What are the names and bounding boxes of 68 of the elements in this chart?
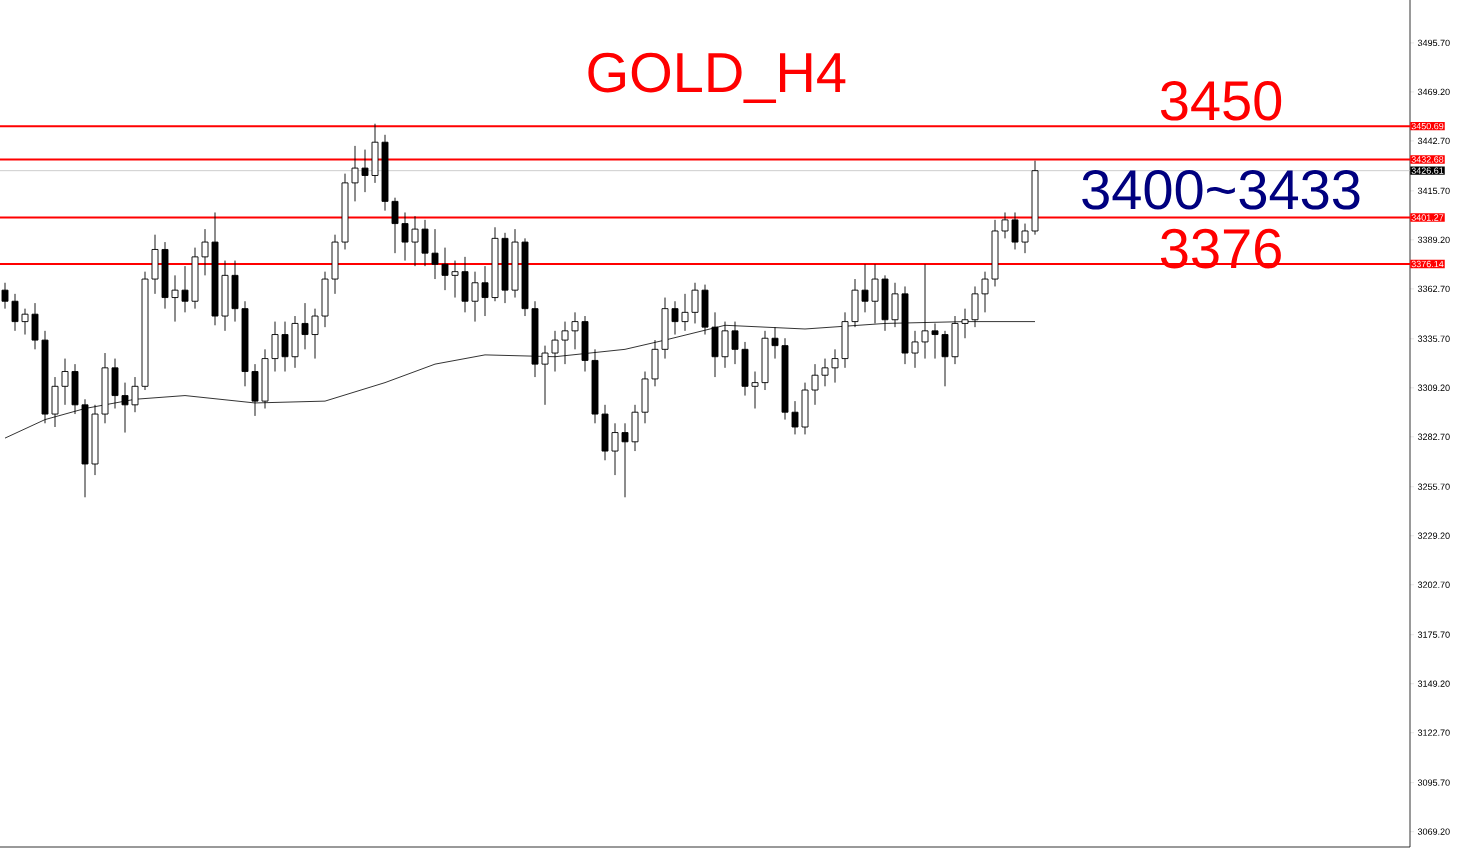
candlestick xyxy=(431,228,439,280)
ref-line-label: 3450.69 xyxy=(1411,122,1444,130)
y-tick-label: 3229.20 xyxy=(1417,532,1450,539)
candlestick xyxy=(441,247,449,291)
candlestick xyxy=(551,330,559,372)
candlestick xyxy=(471,271,479,323)
candlestick xyxy=(361,149,369,193)
y-tick-label: 3309.20 xyxy=(1417,384,1450,391)
y-tick-label: 3095.70 xyxy=(1417,779,1450,786)
candlestick xyxy=(571,311,579,350)
candlestick xyxy=(861,263,869,313)
candlestick xyxy=(611,422,619,476)
y-tick-label: 3389.20 xyxy=(1417,236,1450,244)
candlestick xyxy=(481,265,489,317)
candlestick xyxy=(791,400,799,435)
candlestick xyxy=(771,326,779,360)
y-tick-label: 3495.70 xyxy=(1417,39,1450,47)
y-tick-label: 3175.70 xyxy=(1417,631,1450,638)
candlestick xyxy=(391,197,399,254)
candlestick xyxy=(751,371,759,409)
y-tick-label: 3255.70 xyxy=(1417,483,1450,490)
candlestick xyxy=(811,363,819,406)
candlestick xyxy=(401,212,409,262)
candlestick xyxy=(351,145,359,202)
candlestick xyxy=(1,282,9,310)
candlestick xyxy=(1001,212,1009,239)
ref-line-label: 3426.61 xyxy=(1411,167,1444,174)
candlestick xyxy=(671,300,679,335)
y-tick-label: 3415.70 xyxy=(1417,187,1450,195)
candlestick xyxy=(1011,212,1019,250)
y-tick-label: 3362.70 xyxy=(1417,285,1450,293)
candlestick xyxy=(411,215,419,267)
candlestick xyxy=(21,308,29,335)
candlestick xyxy=(681,293,689,332)
y-tick-label: 3149.20 xyxy=(1417,680,1450,687)
candlestick xyxy=(171,274,179,323)
annotation: 3450 xyxy=(1160,80,1282,121)
candlestick xyxy=(121,382,129,434)
candlestick xyxy=(301,302,309,350)
candlestick xyxy=(61,358,69,406)
candlestick xyxy=(1021,223,1029,254)
y-tick-label: 3335.70 xyxy=(1417,335,1450,342)
candlestick xyxy=(621,422,629,498)
candlestick xyxy=(201,228,209,276)
candlestick xyxy=(911,330,919,369)
candlestick xyxy=(981,271,989,313)
candlestick xyxy=(451,260,459,298)
candlestick xyxy=(691,282,699,324)
annotation: 3400~3433 xyxy=(1082,169,1360,210)
y-tick-label: 3469.20 xyxy=(1417,88,1450,96)
text: GOLD_H4 xyxy=(588,52,846,104)
candlestick xyxy=(311,308,319,360)
candlestick xyxy=(541,345,549,406)
y-tick-label: 3122.70 xyxy=(1417,729,1450,736)
y-tick-label: 3069.20 xyxy=(1417,828,1450,835)
y-tick-label: 3202.70 xyxy=(1417,581,1450,588)
y-tick-label: 3442.70 xyxy=(1417,137,1450,145)
candlestick xyxy=(281,321,289,372)
candlestick xyxy=(831,348,839,384)
candlestick xyxy=(821,358,829,387)
ref-line-label: 3401.27 xyxy=(1411,214,1444,221)
candlestick xyxy=(131,376,139,413)
ref-line-label: 3376.14 xyxy=(1411,260,1444,268)
candlestick xyxy=(11,293,19,332)
candlestick xyxy=(181,265,189,313)
candlestick xyxy=(941,330,949,387)
y-tick-label: 3282.70 xyxy=(1417,433,1450,440)
ref-line-label: 3432.68 xyxy=(1411,156,1444,163)
